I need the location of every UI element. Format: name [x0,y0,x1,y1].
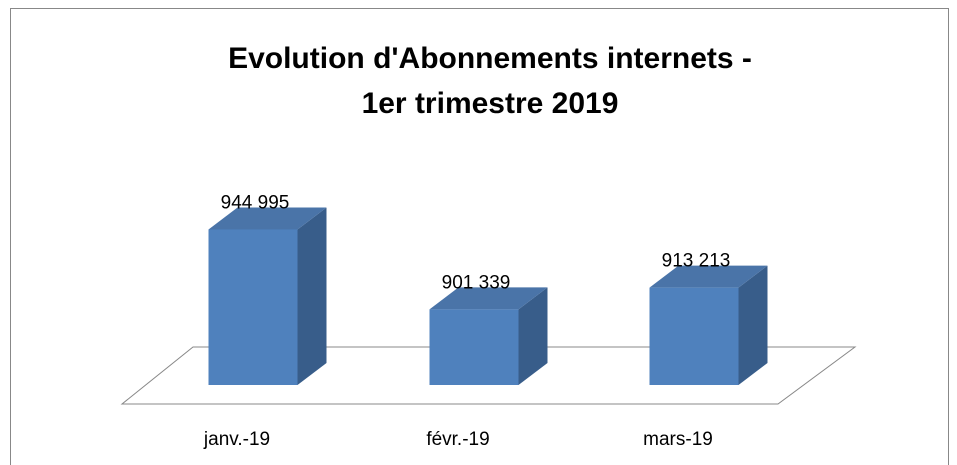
x-tick-label: févr.-19 [426,429,489,450]
bar-side [738,265,768,385]
bar-top [429,287,548,310]
bar [649,265,768,385]
bar-side [297,207,327,385]
data-label: 913 213 [662,251,731,272]
bar-top [649,265,768,288]
data-label: 901 339 [442,272,511,293]
bar [208,207,327,385]
bar [429,287,548,385]
x-tick-label: janv.-19 [203,429,270,450]
bar-front [429,309,519,385]
x-tick-label: mars-19 [643,429,713,450]
bar-front [649,287,739,385]
bar-side [518,287,548,385]
data-label: 944 995 [221,192,290,213]
bar-front [208,229,298,385]
chart-title: Evolution d'Abonnements internets - [228,42,752,75]
chart-title: 1er trimestre 2019 [362,87,619,120]
bar-top [208,207,327,230]
